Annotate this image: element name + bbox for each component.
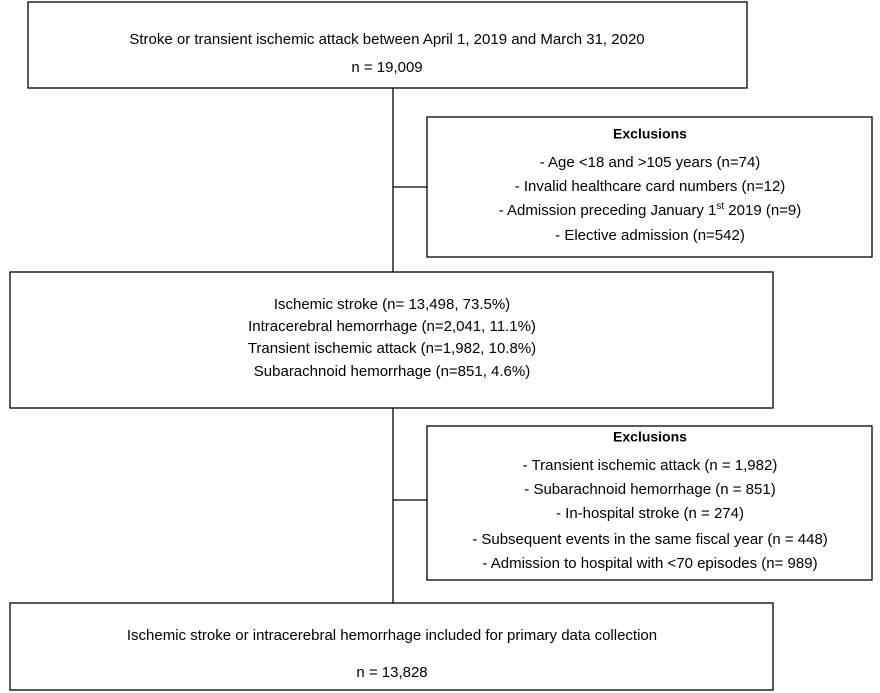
exclusion-item: - Subsequent events in the same fiscal y… xyxy=(472,531,828,548)
exclusion-item: - Subarachnoid hemorrhage (n = 851) xyxy=(524,481,775,498)
exclusion-item: - Transient ischemic attack (n = 1,982) xyxy=(523,457,778,474)
box xyxy=(9,271,774,409)
exclusion-item: - Elective admission (n=542) xyxy=(555,227,745,244)
exclusion-title: Exclusions xyxy=(613,126,687,142)
box-text: Intracerebral hemorrhage (n=2,041, 11.1%… xyxy=(248,318,536,335)
text-part: - Admission preceding January 1 xyxy=(499,202,717,219)
exclusion-item: - Age <18 and >105 years (n=74) xyxy=(540,154,761,171)
box-text: Transient ischemic attack (n=1,982, 10.8… xyxy=(248,340,536,357)
box-text: Subarachnoid hemorrhage (n=851, 4.6%) xyxy=(254,363,530,380)
exclusion-item: - Admission to hospital with <70 episode… xyxy=(482,555,817,572)
exclusion-item: - Invalid healthcare card numbers (n=12) xyxy=(515,178,786,195)
exclusion-item: - In-hospital stroke (n = 274) xyxy=(556,505,744,522)
exclusion-box xyxy=(426,116,873,258)
box xyxy=(27,1,748,89)
box-text: n = 19,009 xyxy=(351,59,422,76)
exclusion-box xyxy=(426,425,873,581)
exclusion-title: Exclusions xyxy=(613,429,687,445)
box-text: Stroke or transient ischemic attack betw… xyxy=(129,31,644,48)
exclusion-item: - Admission preceding January 1st 2019 (… xyxy=(499,201,802,219)
text-part: 2019 (n=9) xyxy=(724,202,801,219)
box-text: Ischemic stroke or intracerebral hemorrh… xyxy=(127,627,657,644)
box-text: Ischemic stroke (n= 13,498, 73.5%) xyxy=(274,296,510,313)
superscript: st xyxy=(716,201,724,212)
box-text: n = 13,828 xyxy=(356,664,427,681)
box xyxy=(9,602,774,691)
